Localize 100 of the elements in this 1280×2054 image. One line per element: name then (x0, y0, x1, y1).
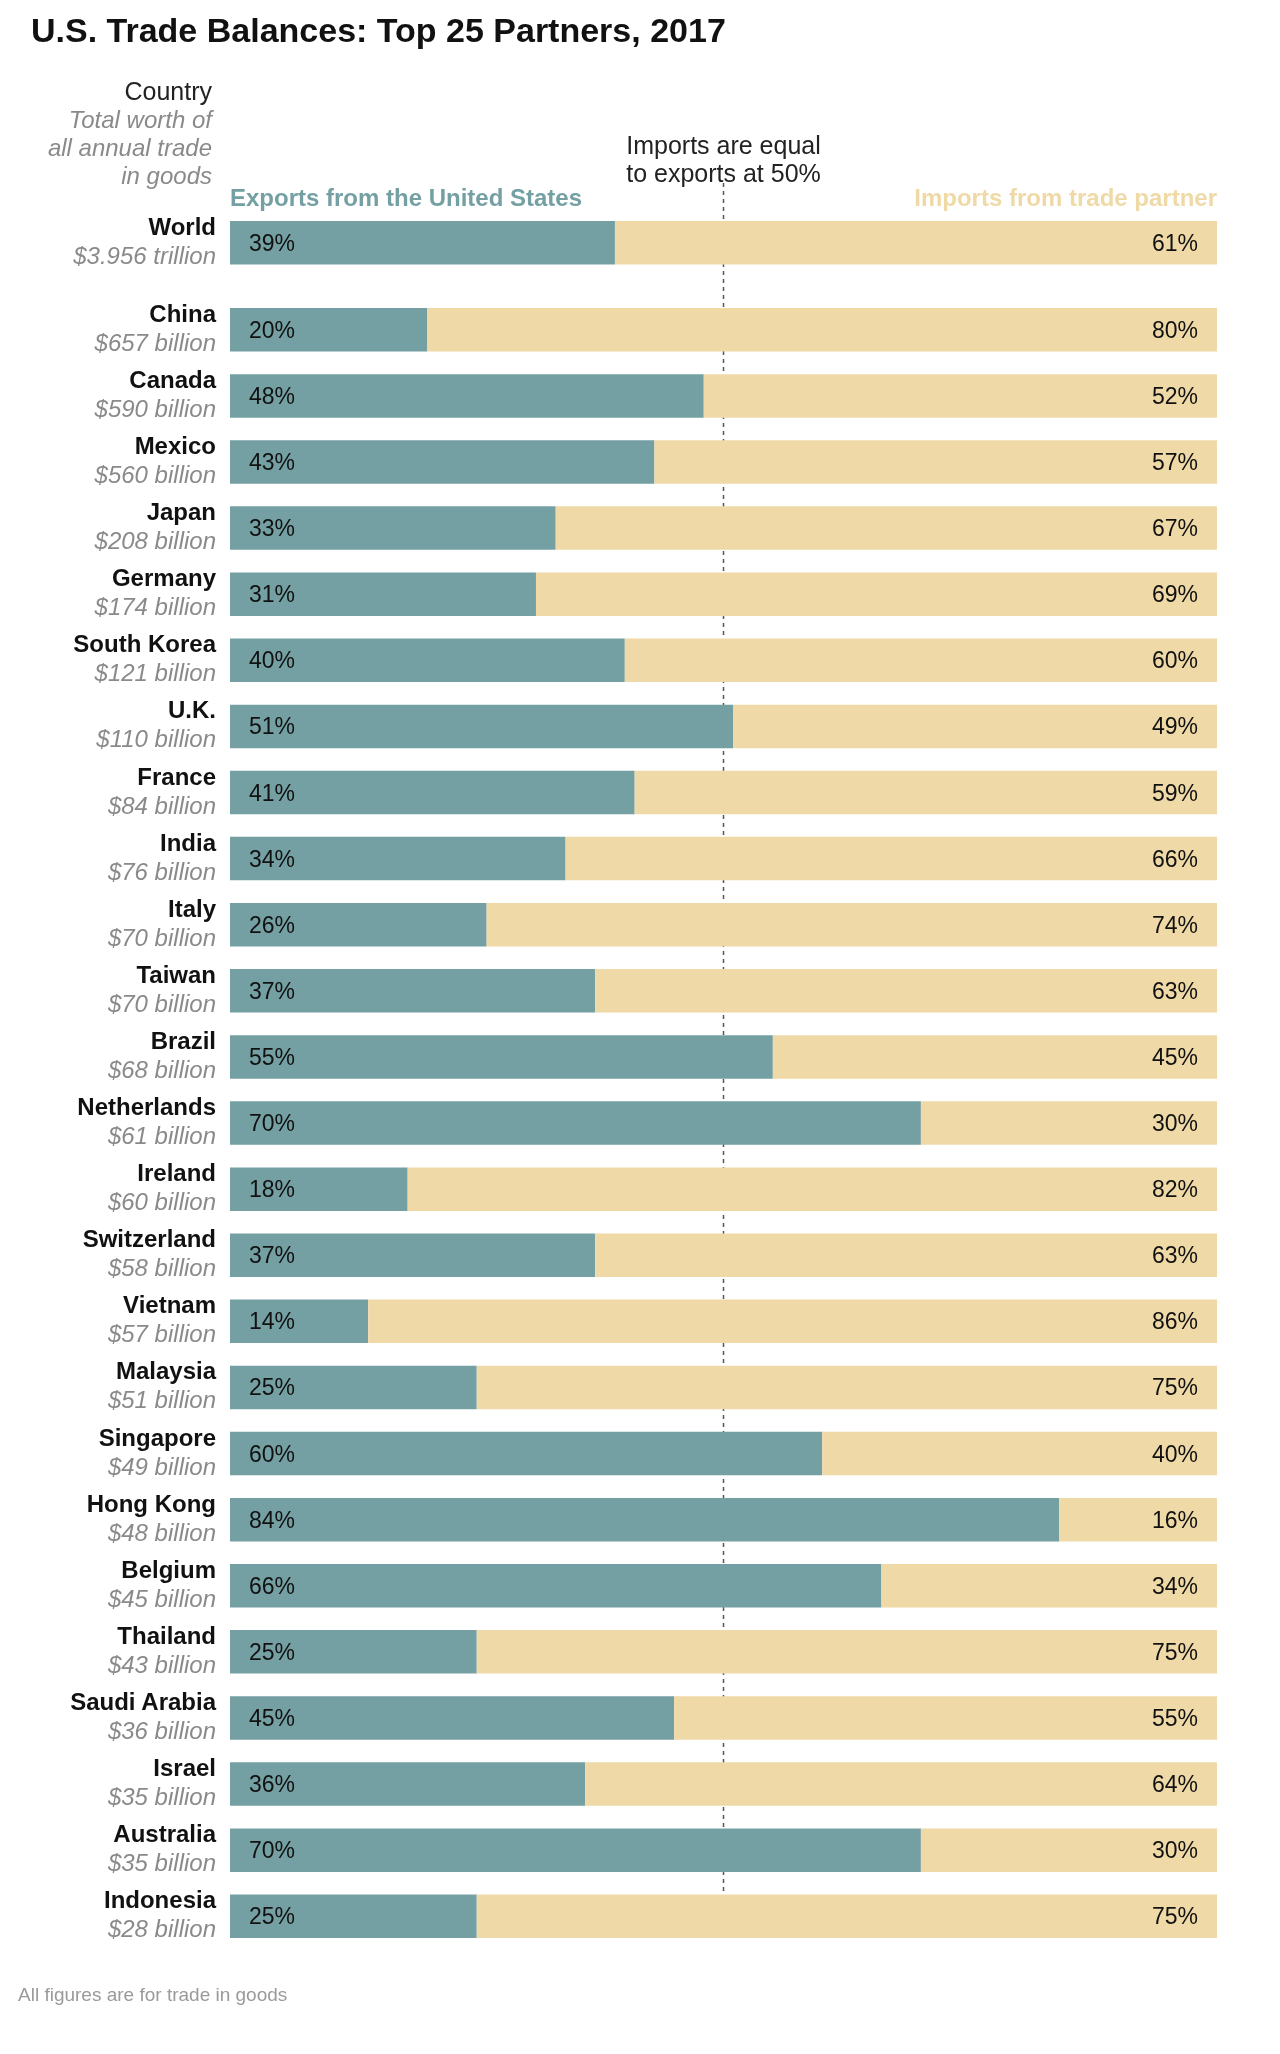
data-label: 16% (1151, 1506, 1198, 1533)
bar (230, 1035, 773, 1079)
data-label: 30% (1151, 1837, 1198, 1864)
bar (822, 1431, 1217, 1476)
category-label: South Korea $121 billion (73, 630, 216, 687)
series-label: Exports from the United States (230, 184, 583, 211)
bar (230, 1563, 882, 1608)
data-label: 60% (1151, 647, 1198, 674)
bar (230, 1167, 408, 1211)
data-label: 40% (1151, 1440, 1198, 1467)
bar (230, 1365, 477, 1410)
data-label: 75% (1151, 1903, 1198, 1930)
category-label: Indonesia $28 billion (103, 1886, 216, 1943)
bar (476, 1630, 1217, 1674)
data-label: 51% (249, 713, 296, 740)
category-label: Vietnam $57 billion (107, 1291, 216, 1348)
data-label: 41% (249, 779, 296, 806)
data-label: 31% (249, 581, 296, 608)
data-label: 34% (1151, 1572, 1198, 1599)
category-label: World $3.956 trillion (73, 212, 216, 269)
category-label: France $84 billion (107, 762, 216, 819)
data-label: 63% (1151, 977, 1198, 1004)
data-label: 25% (249, 1903, 296, 1930)
data-label: 30% (1151, 1110, 1198, 1137)
data-label: 84% (249, 1506, 296, 1533)
data-label: 52% (1151, 382, 1198, 409)
data-label: 63% (1151, 1242, 1198, 1269)
bar (703, 374, 1217, 418)
data-label: 36% (249, 1771, 296, 1798)
data-label: 45% (249, 1704, 296, 1731)
data-label: 48% (249, 382, 296, 409)
data-label: 25% (249, 1374, 296, 1401)
bar (595, 969, 1217, 1013)
bar (555, 506, 1217, 550)
category-label: Italy $70 billion (107, 894, 216, 951)
data-label: 75% (1151, 1374, 1198, 1401)
data-label: 80% (1151, 316, 1198, 343)
bar (407, 1167, 1217, 1211)
bar (427, 308, 1217, 352)
bar (230, 1431, 823, 1476)
bar (230, 704, 734, 749)
category-label: Canada $590 billion (94, 365, 216, 422)
data-label: 39% (249, 229, 296, 256)
bar (476, 1894, 1217, 1938)
bar (624, 638, 1217, 683)
category-label: Malaysia $51 billion (107, 1357, 216, 1414)
y-axis-title: Country Total worth of all annual trade in goods (47, 76, 215, 189)
data-label: 66% (249, 1572, 296, 1599)
data-label: 14% (249, 1308, 296, 1335)
category-label: Taiwan $70 billion (107, 960, 216, 1017)
text: All figures are for trade in goods (18, 1984, 288, 2005)
bar (585, 1762, 1217, 1806)
bar (230, 572, 536, 616)
bar (230, 1101, 921, 1145)
data-label: 82% (1151, 1176, 1198, 1203)
data-label: 66% (1151, 845, 1198, 872)
ref-line-label: Imports are equal to exports at 50% (626, 131, 821, 187)
data-label: 26% (249, 911, 296, 938)
category-label: Saudi Arabia $36 billion (70, 1687, 216, 1744)
data-label: 60% (249, 1440, 296, 1467)
data-label: 55% (1151, 1704, 1198, 1731)
bar (230, 638, 625, 683)
category-label: Netherlands $61 billion (77, 1093, 216, 1150)
bar (920, 1828, 1217, 1872)
data-label: 70% (249, 1110, 296, 1137)
category-label: Singapore $49 billion (98, 1423, 216, 1480)
category-label: U.K. $110 billion (96, 696, 216, 753)
data-label: 74% (1151, 911, 1198, 938)
bar (230, 969, 596, 1013)
data-label: 61% (1151, 229, 1198, 256)
bar (565, 836, 1217, 881)
category-label: Switzerland $58 billion (82, 1225, 216, 1282)
bar (486, 902, 1217, 947)
category-label: Israel $35 billion (107, 1754, 216, 1811)
bar (230, 1497, 1060, 1542)
category-label: Ireland $60 billion (107, 1159, 216, 1216)
data-label: 69% (1151, 581, 1198, 608)
bar (230, 374, 704, 418)
data-label: 20% (249, 316, 296, 343)
series-label: Imports from trade partner (914, 184, 1217, 211)
bar (535, 572, 1217, 616)
bar (772, 1035, 1217, 1079)
bar (595, 1233, 1217, 1277)
bar (230, 1233, 596, 1277)
data-label: 64% (1151, 1771, 1198, 1798)
data-label: 25% (249, 1638, 296, 1665)
category-label: Japan $208 billion (94, 498, 216, 555)
bar (230, 440, 655, 484)
data-label: 18% (249, 1176, 296, 1203)
bar (230, 1696, 675, 1740)
bar (733, 704, 1217, 749)
category-label: Mexico $560 billion (94, 432, 216, 489)
bar (230, 836, 566, 881)
category-label: India $76 billion (107, 828, 216, 885)
category-label: Thailand $43 billion (107, 1621, 216, 1678)
data-label: 55% (249, 1043, 296, 1070)
data-label: 67% (1151, 515, 1198, 542)
bar (230, 1828, 921, 1872)
category-label: Hong Kong $48 billion (86, 1489, 216, 1546)
data-label: 40% (249, 647, 296, 674)
